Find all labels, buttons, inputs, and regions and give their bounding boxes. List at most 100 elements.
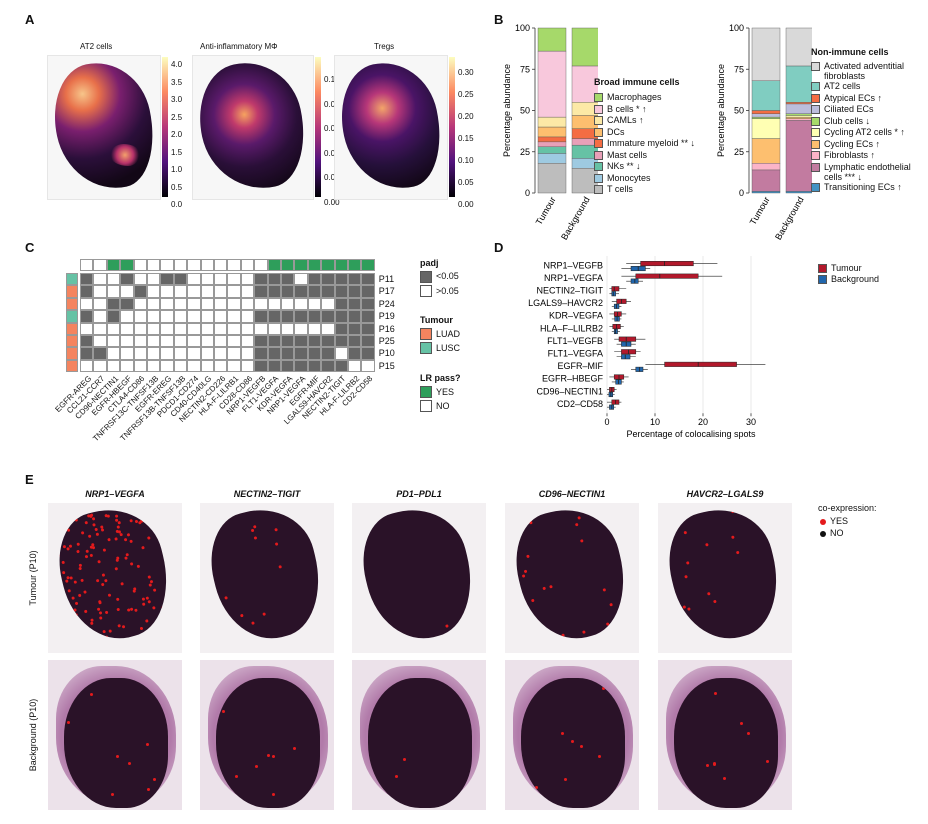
colorbar-ticks-tregs: 0.30 0.25 0.20 0.15 0.10 0.05 0.00 bbox=[458, 68, 474, 209]
padj-cell bbox=[93, 285, 107, 298]
legend-label: B cells * ↑ bbox=[607, 103, 647, 114]
legend-swatch bbox=[594, 150, 603, 160]
x-tick-label: Background bbox=[773, 195, 806, 240]
bar-segment bbox=[785, 116, 812, 119]
tumour-type-cell bbox=[66, 335, 78, 348]
coexpression-dot bbox=[83, 640, 88, 644]
coexpression-dot bbox=[76, 541, 81, 546]
coexpression-dot bbox=[106, 537, 111, 542]
coexpression-dot bbox=[132, 589, 137, 594]
coexpression-map bbox=[505, 660, 639, 810]
padj-cell bbox=[80, 359, 94, 373]
legend-swatch bbox=[594, 116, 603, 125]
legend-label: T cells bbox=[607, 184, 633, 194]
padj-cell bbox=[106, 310, 121, 323]
coexpression-dot bbox=[272, 793, 276, 797]
legend-swatch bbox=[811, 93, 820, 103]
y-tick-label: 25 bbox=[520, 147, 530, 157]
padj-cell bbox=[147, 310, 161, 323]
coexpression-dot bbox=[77, 593, 81, 597]
padj-cell bbox=[240, 322, 255, 335]
tissue-spots bbox=[674, 678, 778, 808]
y-tick-label: 75 bbox=[734, 64, 744, 74]
padj-cell bbox=[160, 359, 174, 373]
coexpression-dot bbox=[61, 520, 65, 525]
padj-cell bbox=[120, 359, 134, 373]
patient-label: P10 bbox=[378, 348, 395, 359]
x-tick-label: 30 bbox=[746, 417, 756, 427]
padj-cell bbox=[294, 310, 308, 323]
coexpression-dot bbox=[118, 532, 123, 537]
coexpression-dot bbox=[315, 604, 319, 608]
coexpression-dot bbox=[62, 570, 66, 575]
coexpression-dot bbox=[582, 630, 587, 635]
category-label: FLT1–VEGFA bbox=[548, 349, 603, 359]
coexpression-dot bbox=[76, 627, 81, 632]
box bbox=[611, 291, 616, 297]
category-label: EGFR–MIF bbox=[557, 361, 603, 371]
legend-swatch bbox=[594, 104, 603, 114]
tissue-spots bbox=[48, 503, 181, 650]
coexpression-map bbox=[48, 503, 182, 653]
bar-segment bbox=[537, 116, 567, 128]
coexpression-dot bbox=[713, 762, 717, 766]
padj-cell bbox=[106, 297, 121, 311]
coexpression-dot bbox=[686, 606, 691, 611]
legend-swatch bbox=[811, 82, 820, 91]
padj-cell bbox=[147, 322, 161, 335]
padj-cell bbox=[160, 310, 174, 323]
legend-swatch bbox=[811, 151, 820, 160]
spatial-map-at2 bbox=[47, 55, 161, 200]
bar-segment bbox=[537, 27, 567, 52]
colorbar-ticks-macrophage: 0.10 0.08 0.06 0.04 0.02 0.00 bbox=[324, 75, 340, 207]
coexpression-dot bbox=[116, 520, 121, 525]
coexpression-dot bbox=[103, 578, 108, 583]
coexpression-column-title: NECTIN2–TIGIT bbox=[233, 489, 301, 499]
coexpression-dot bbox=[739, 722, 743, 726]
tumour-type-cell bbox=[66, 322, 78, 335]
bar-segment bbox=[537, 126, 567, 138]
spatial-map-tregs bbox=[334, 55, 448, 200]
padj-cell bbox=[80, 285, 94, 298]
padj-cell bbox=[173, 359, 188, 373]
coexpression-map bbox=[505, 503, 639, 653]
category-label: FLT1–VEGFB bbox=[547, 336, 603, 346]
coexpression-dot bbox=[255, 765, 259, 769]
padj-cell bbox=[147, 347, 161, 360]
padj-cell bbox=[147, 273, 161, 286]
coexpression-dot bbox=[102, 630, 107, 634]
padj-cell bbox=[106, 273, 121, 286]
coexpression-dot bbox=[140, 626, 144, 631]
category-label: KDR–VEGFA bbox=[549, 311, 603, 321]
coexpression-dot bbox=[251, 621, 256, 625]
coexpression-dot bbox=[101, 573, 106, 578]
coexpression-dot bbox=[128, 519, 133, 523]
padj-cell bbox=[321, 310, 335, 323]
legend-label: Activated adventitial fibroblasts bbox=[824, 61, 905, 81]
coexpression-dot bbox=[686, 561, 690, 566]
padj-cell bbox=[187, 310, 201, 323]
bar-segment bbox=[537, 146, 567, 154]
padj-cell bbox=[240, 285, 255, 298]
coexpression-dot bbox=[722, 777, 726, 781]
lr-pass-cell bbox=[147, 259, 161, 271]
padj-cell bbox=[227, 310, 241, 323]
coexpression-map bbox=[200, 503, 334, 653]
y-tick-label: 75 bbox=[520, 64, 530, 74]
padj-cell bbox=[214, 273, 228, 286]
bar-segment bbox=[751, 116, 781, 119]
coexpression-dot bbox=[114, 567, 118, 572]
legend-label: Atypical ECs ↑ bbox=[824, 92, 883, 103]
bar-segment bbox=[751, 80, 781, 111]
coexpression-dot bbox=[66, 528, 71, 533]
category-label: EGFR–HBEGF bbox=[542, 374, 604, 384]
coexpression-dot bbox=[580, 539, 584, 543]
padj-cell bbox=[160, 335, 174, 348]
coexpression-dot bbox=[72, 619, 77, 623]
coexpression-map bbox=[352, 503, 486, 653]
lr-pass-cell bbox=[334, 259, 348, 271]
legend-swatch bbox=[811, 162, 820, 172]
padj-cell bbox=[281, 335, 295, 348]
coexpression-dot bbox=[91, 545, 96, 550]
padj-cell bbox=[80, 322, 94, 335]
